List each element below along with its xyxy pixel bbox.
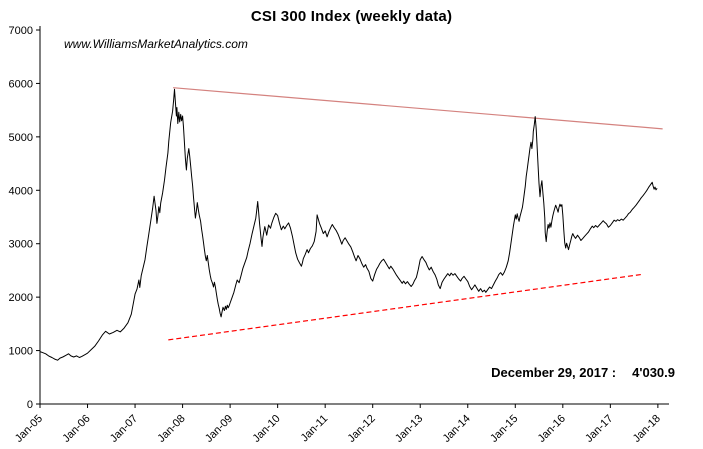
- y-tick-label: 2000: [9, 292, 33, 304]
- chart-title: CSI 300 Index (weekly data): [250, 8, 453, 25]
- annotation-date: December 29, 2017 :: [491, 365, 617, 380]
- y-tick-label: 4000: [9, 185, 33, 197]
- x-tick-label: Jan-13: [393, 413, 425, 445]
- x-tick-label: Jan-09: [203, 413, 235, 445]
- x-tick-label: Jan-16: [536, 413, 568, 445]
- y-tick-label: 0: [27, 399, 33, 411]
- x-tick-label: Jan-14: [441, 413, 473, 445]
- x-tick-label: Jan-06: [60, 413, 92, 445]
- y-tick-label: 1000: [9, 346, 33, 358]
- x-tick-label: Jan-12: [346, 413, 378, 445]
- last-value-annotation: December 29, 2017 : 4'030.9: [491, 365, 675, 380]
- upper-resistance-trendline: [173, 87, 663, 130]
- price-line: [39, 88, 658, 361]
- y-tick-label: 5000: [9, 132, 33, 144]
- x-tick-label: Jan-05: [13, 413, 45, 445]
- x-tick-label: Jan-11: [299, 413, 331, 445]
- x-tick-label: Jan-18: [631, 413, 663, 445]
- x-tick-label: Jan-07: [108, 413, 140, 445]
- lower-support-trendline: [168, 273, 644, 341]
- y-tick-label: 7000: [9, 25, 33, 37]
- x-tick-label: Jan-17: [583, 413, 615, 445]
- y-tick-label: 3000: [9, 239, 33, 251]
- y-tick-label: 6000: [9, 78, 33, 90]
- annotation-value: 4'030.9: [632, 365, 675, 380]
- x-tick-label: Jan-10: [250, 413, 282, 445]
- watermark-text: www.WilliamsMarketAnalytics.com: [64, 37, 248, 51]
- x-tick-label: Jan-08: [155, 413, 187, 445]
- x-tick-label: Jan-15: [488, 413, 520, 445]
